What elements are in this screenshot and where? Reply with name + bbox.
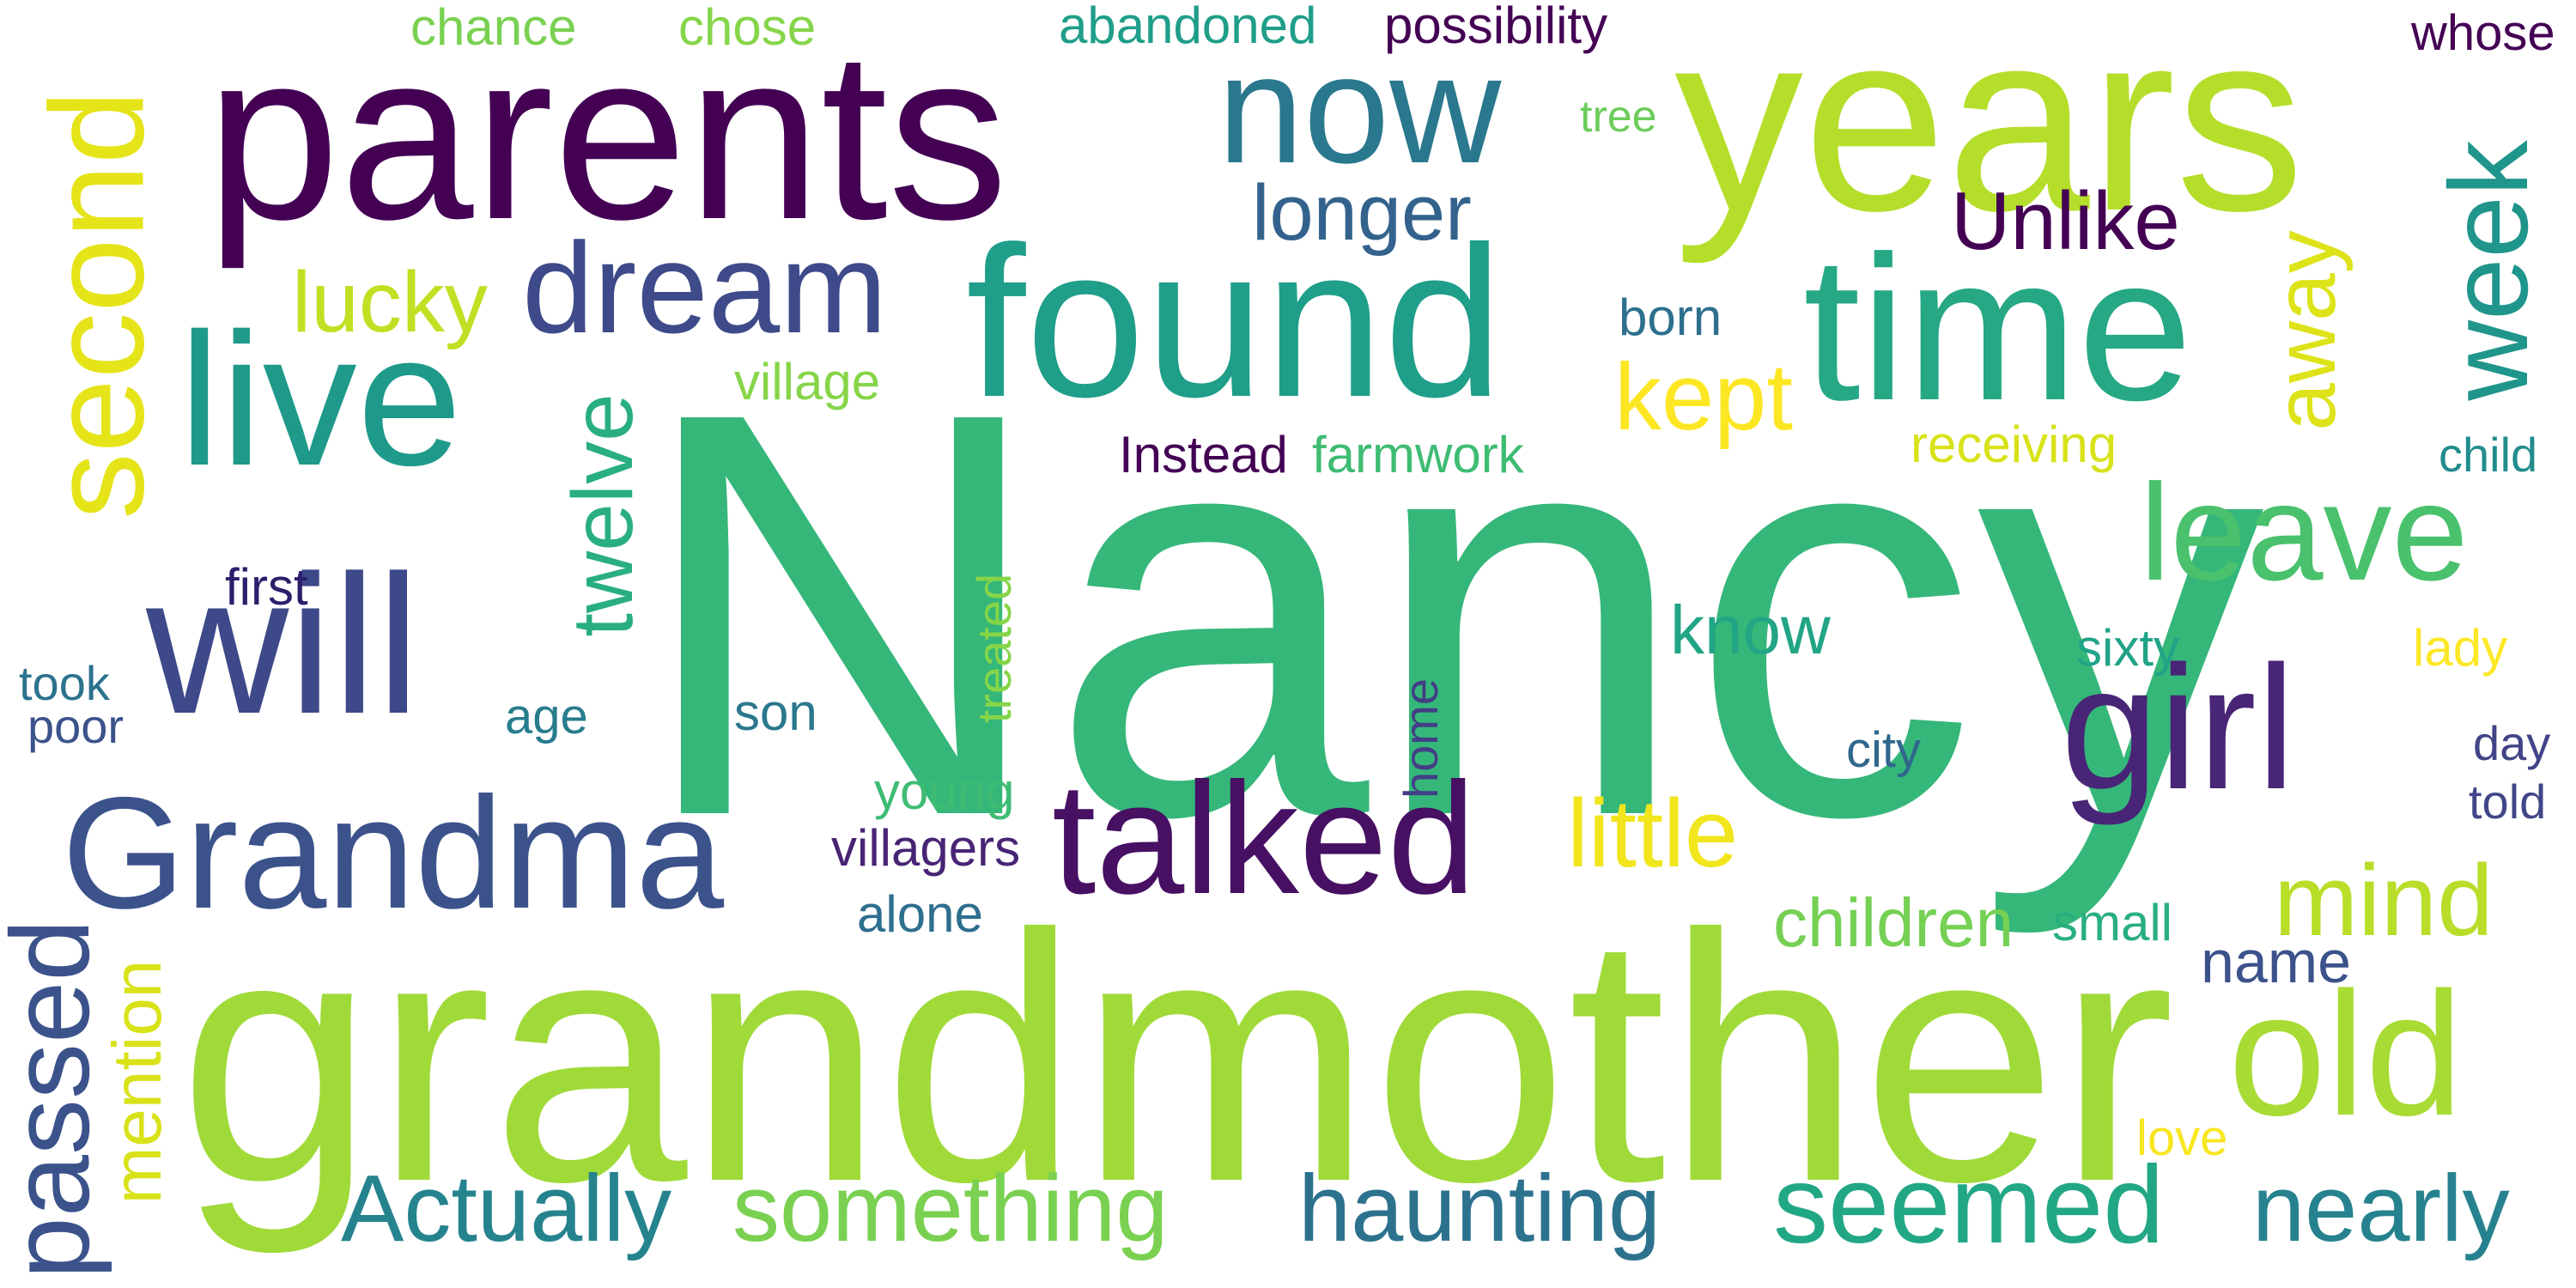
word-grandmother: grandmother — [179, 861, 2175, 1255]
word-age: age — [505, 689, 588, 744]
word-nearly: nearly — [2252, 1156, 2510, 1261]
word-poor: poor — [27, 699, 125, 753]
word-city: city — [1846, 722, 1921, 778]
word-treated: treated — [967, 573, 1021, 724]
word-twelve: twelve — [555, 393, 651, 637]
word-kept: kept — [1614, 344, 1793, 450]
word-longer: longer — [1252, 169, 1472, 257]
word-years: years — [1674, 0, 2305, 264]
word-villagers: villagers — [831, 819, 1021, 877]
word-abandoned: abandoned — [1059, 0, 1317, 54]
word-home: home — [1394, 677, 1448, 799]
word-little: little — [1567, 780, 1739, 887]
word-lucky: lucky — [292, 254, 488, 350]
word-now: now — [1218, 23, 1502, 196]
word-son: son — [734, 683, 817, 741]
word-time: time — [1803, 213, 2193, 443]
word-young: young — [874, 762, 1015, 820]
word-love: love — [2136, 1110, 2228, 1166]
word-leave: leave — [2140, 455, 2469, 609]
word-told: told — [2469, 775, 2547, 829]
word-village: village — [734, 353, 881, 410]
word-something: something — [732, 1156, 1169, 1261]
word-possibility: possibility — [1384, 0, 1608, 54]
word-chance: chance — [410, 0, 577, 56]
word-parents: parents — [206, 2, 1008, 270]
word-chose: chose — [678, 0, 817, 56]
word-unlike: Unlike — [1951, 175, 2180, 267]
word-name: name — [2201, 928, 2352, 995]
word-born: born — [1619, 289, 1722, 346]
word-took: took — [19, 656, 110, 710]
word-small: small — [2052, 894, 2173, 951]
word-talked: talked — [1052, 750, 1476, 927]
word-receiving: receiving — [1911, 416, 2117, 473]
word-nancy: Nancy — [634, 292, 2265, 935]
word-children: children — [1773, 884, 2014, 961]
word-farmwork: farmwork — [1312, 426, 1524, 483]
word-girl: girl — [2061, 629, 2296, 826]
word-mind: mind — [2274, 844, 2494, 957]
word-child: child — [2439, 428, 2538, 482]
word-day: day — [2473, 716, 2551, 770]
word-passed: passed — [0, 919, 112, 1279]
word-know: know — [1670, 592, 1831, 668]
word-tree: tree — [1580, 92, 1657, 142]
word-sixty: sixty — [2076, 619, 2179, 677]
word-first: first — [225, 558, 308, 616]
word-seemed: seemed — [1773, 1144, 2165, 1267]
word-week: week — [2426, 140, 2551, 401]
word-old: old — [2228, 956, 2464, 1152]
word-mention: mention — [99, 959, 175, 1205]
word-whose: whose — [2411, 5, 2555, 61]
word-live: live — [179, 294, 463, 505]
word-alone: alone — [857, 885, 983, 943]
word-actually: Actually — [341, 1156, 672, 1261]
word-dream: dream — [522, 216, 888, 360]
word-will: will — [146, 534, 421, 755]
word-away: away — [2257, 230, 2354, 431]
word-haunting: haunting — [1298, 1156, 1662, 1261]
word-found: found — [966, 202, 1504, 441]
word-grandma: Grandma — [62, 765, 725, 942]
word-lady: lady — [2413, 619, 2508, 677]
word-instead: Instead — [1119, 426, 1288, 483]
word-second: second — [22, 90, 172, 519]
